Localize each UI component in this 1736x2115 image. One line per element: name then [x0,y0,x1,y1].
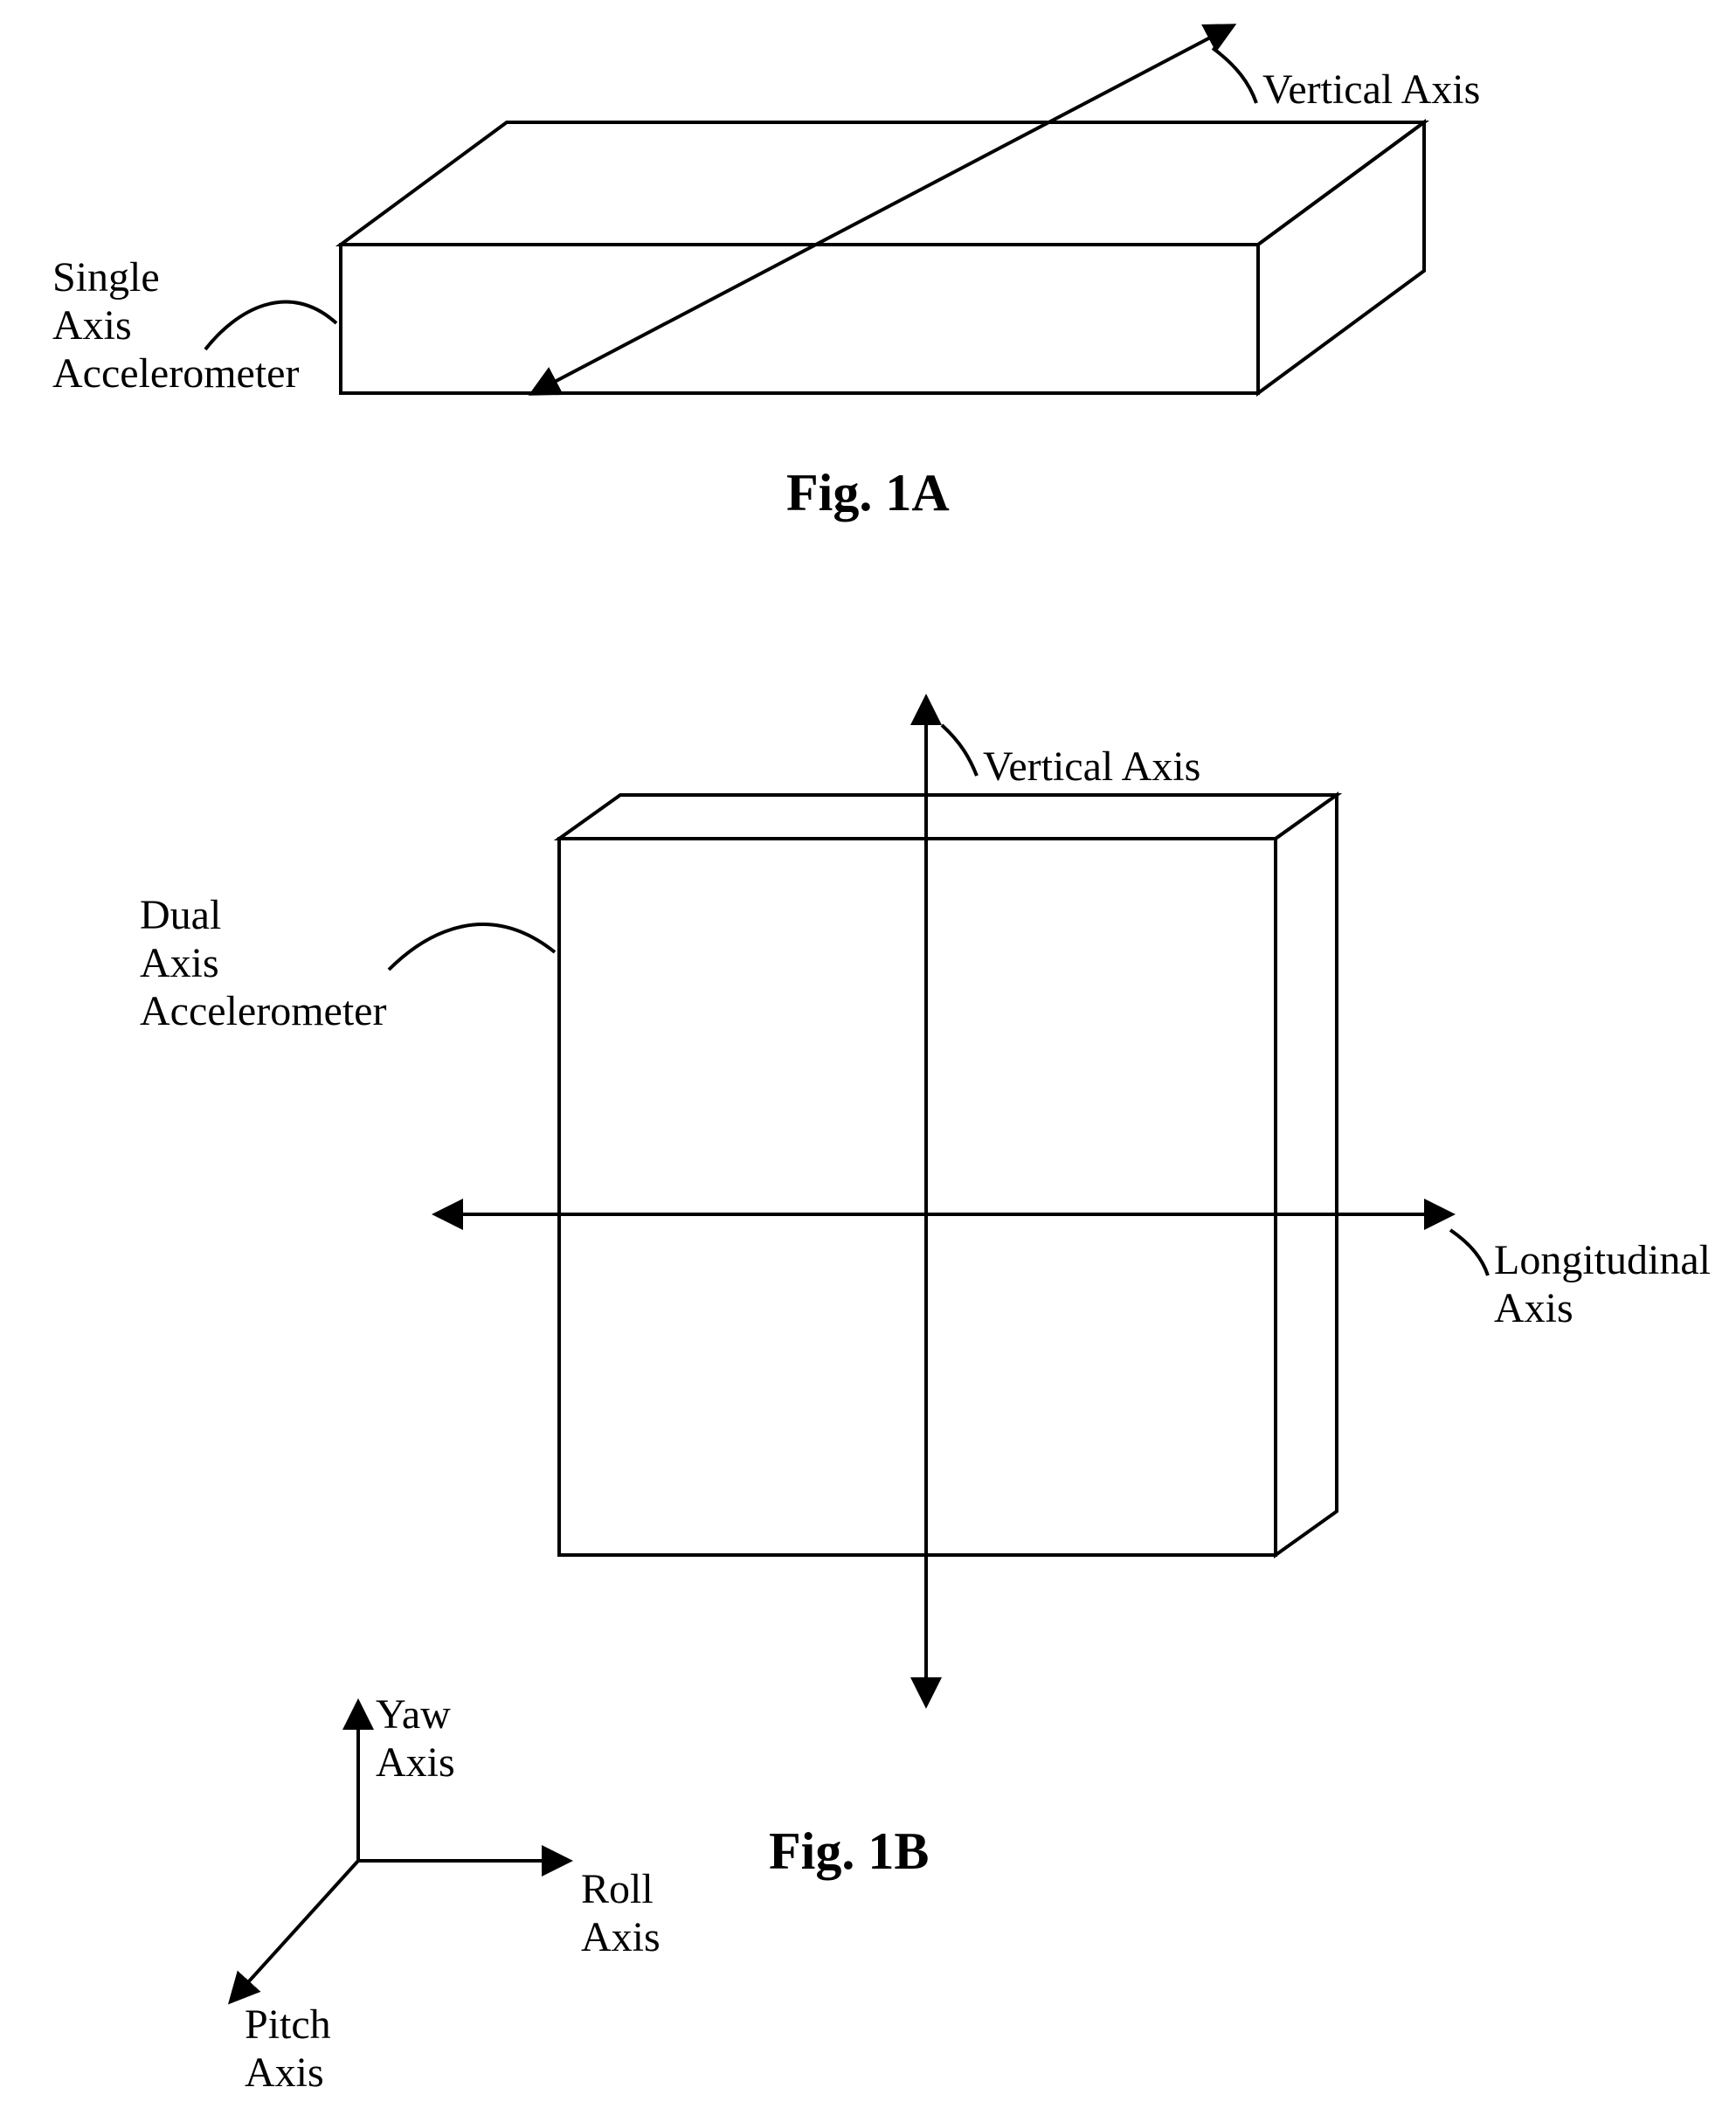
fig1b-label-left: Dual Axis Accelerometer [140,891,386,1036]
fig1a-caption: Fig. 1A [786,463,950,523]
fig1a-label-vertical: Vertical Axis [1262,66,1480,114]
fig1a-leader-vertical [1213,48,1256,103]
fig1b-box [559,795,1337,1555]
fig1b-label-longitudinal: Longitudinal Axis [1494,1236,1711,1332]
fig1b-caption: Fig. 1B [769,1821,929,1882]
fig1b-leader-vertical [942,725,977,776]
legend-roll-label: Roll Axis [581,1865,661,1961]
fig1b-label-vertical: Vertical Axis [983,743,1200,791]
legend-pitch-label: Pitch Axis [245,2001,331,2097]
fig1b-leader-longitudinal [1450,1230,1488,1275]
fig1b-leader-left [389,924,555,970]
legend-yaw-label: Yaw Axis [376,1690,455,1787]
fig1a-box [341,122,1424,393]
fig1a-label-left: Single Axis Accelerometer [52,253,299,398]
